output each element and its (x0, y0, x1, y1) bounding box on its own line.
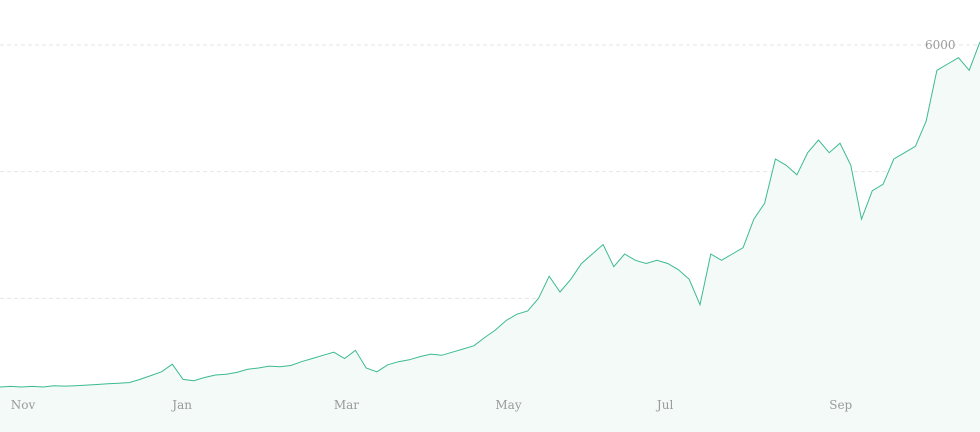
x-tick-label: Mar (334, 398, 359, 412)
line (0, 41, 980, 388)
x-tick-label: Nov (11, 398, 36, 412)
x-tick-label: May (495, 398, 521, 412)
y-tick-label: 6000 (925, 38, 956, 52)
x-tick-label: Jan (170, 398, 192, 412)
x-tick-label: Jul (655, 398, 674, 412)
x-tick-label: Sep (829, 398, 852, 412)
area (0, 41, 980, 432)
